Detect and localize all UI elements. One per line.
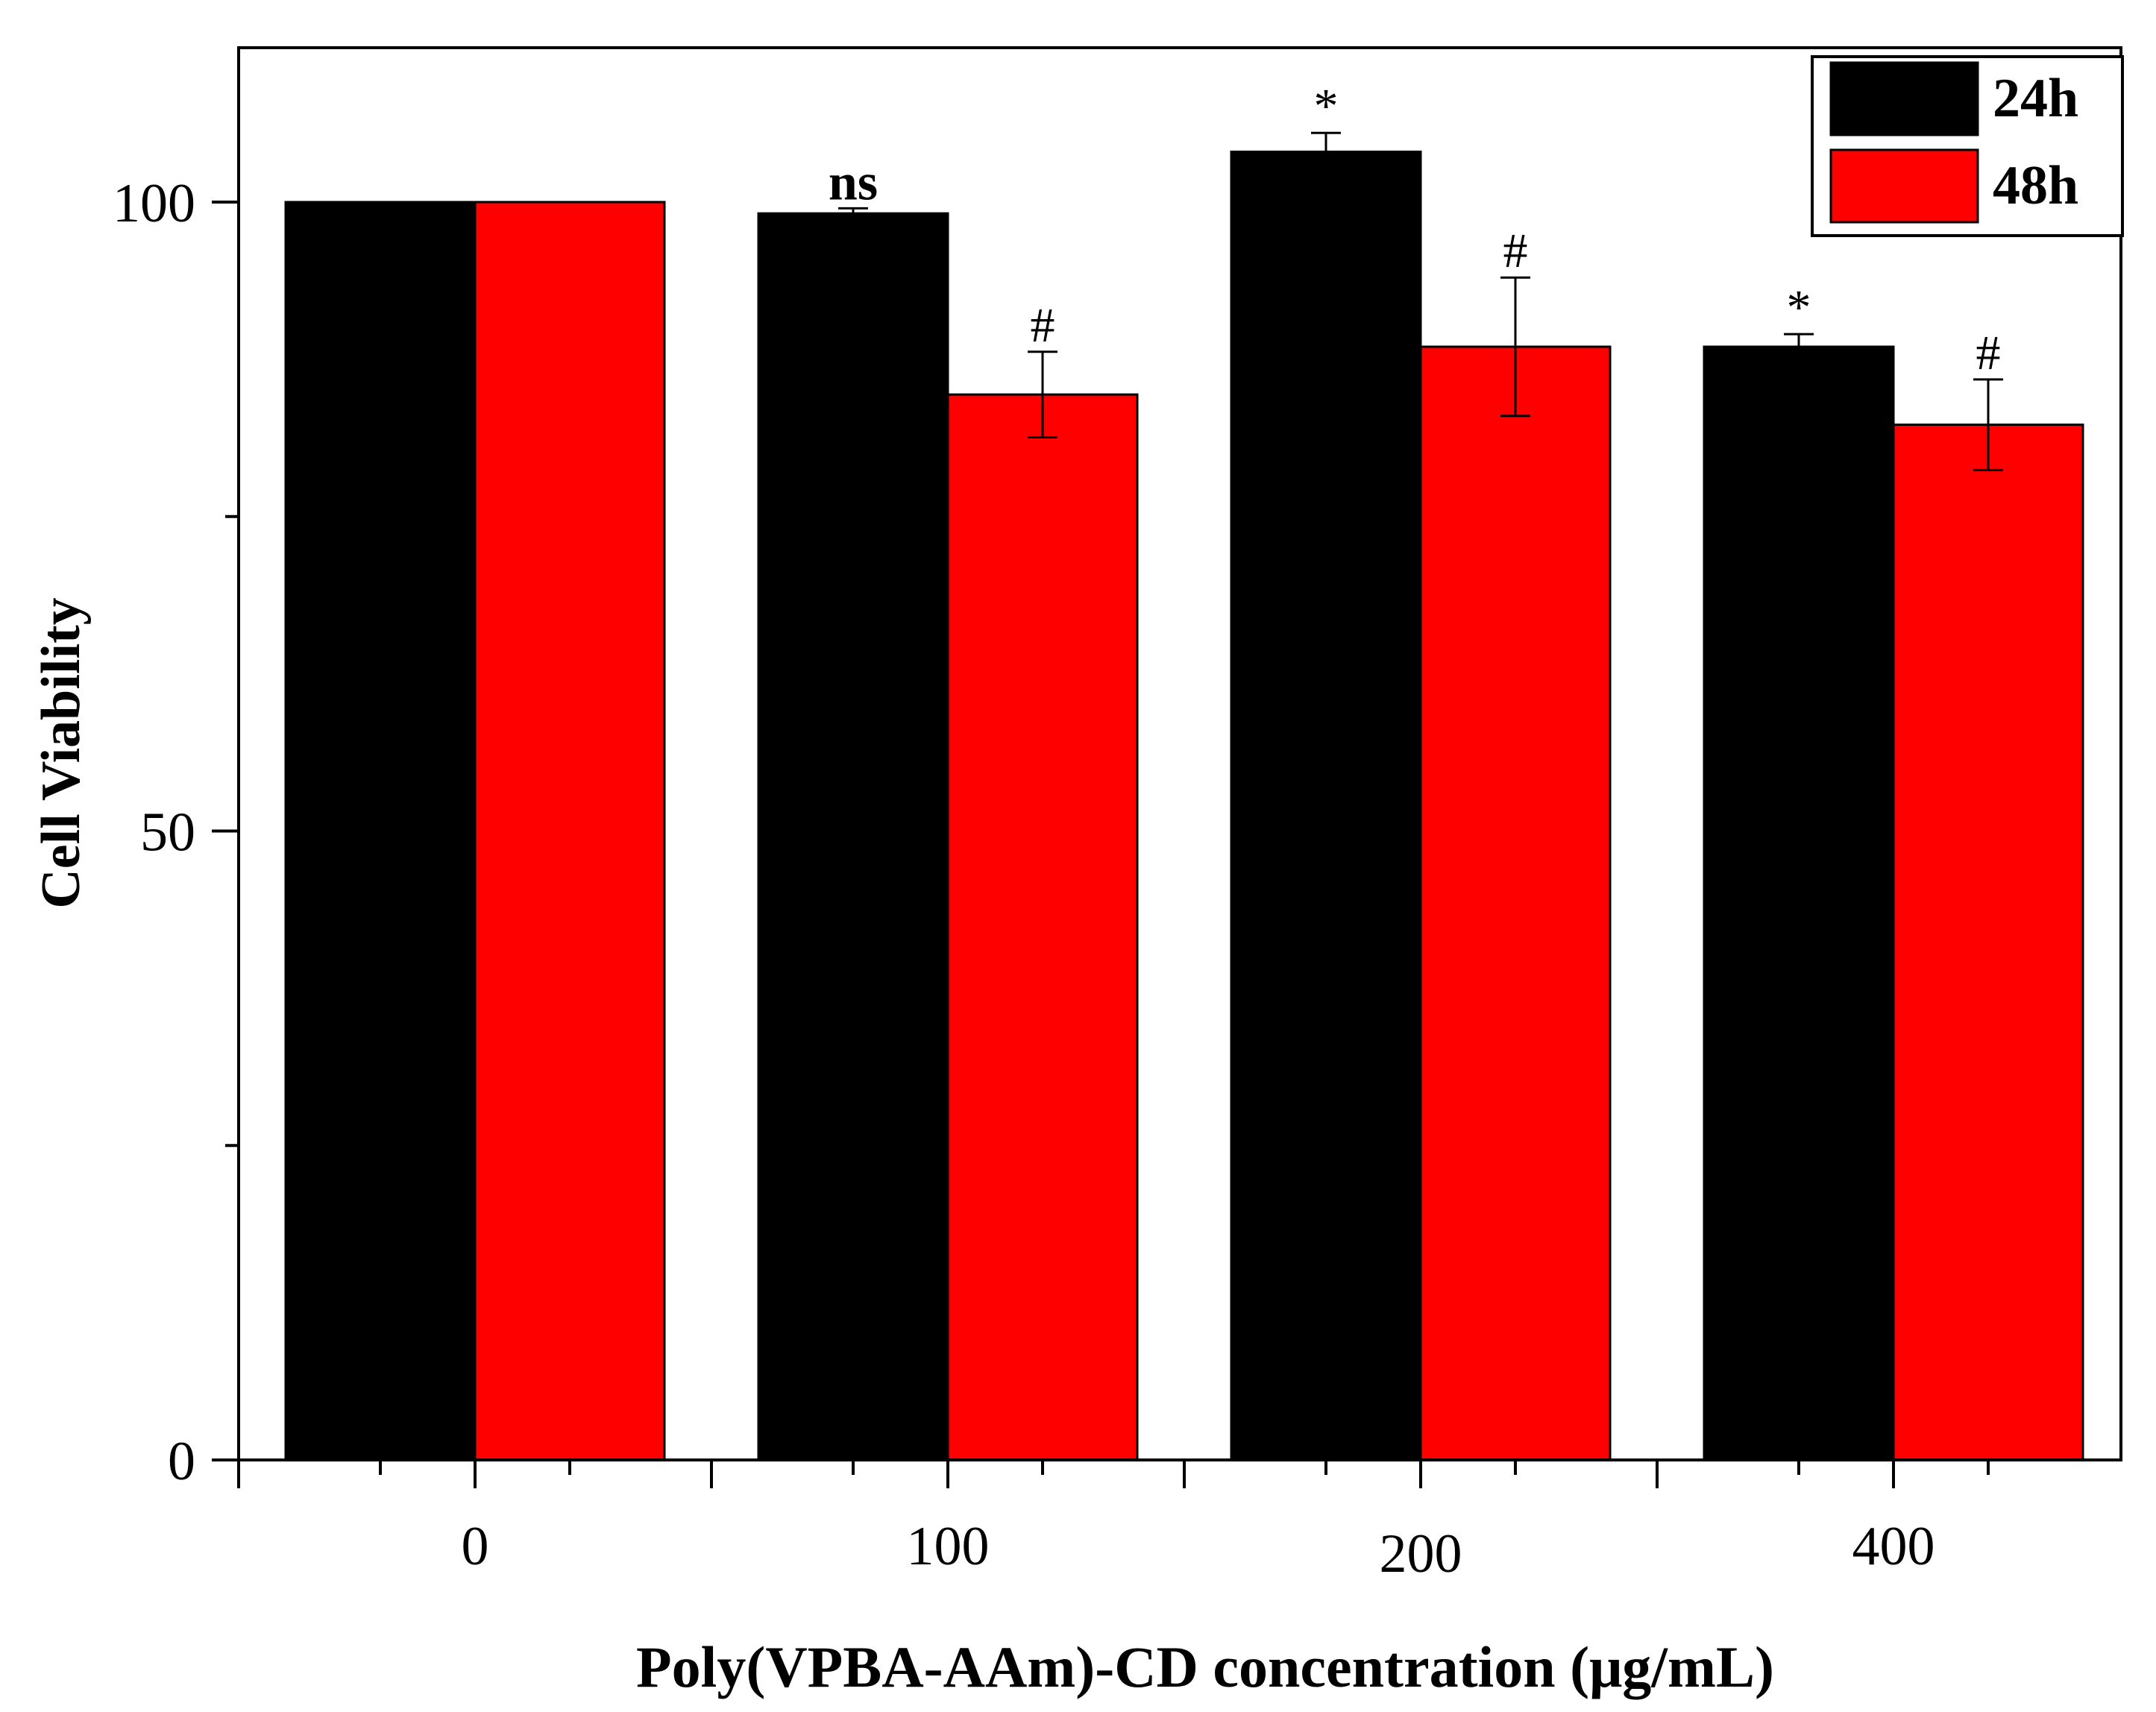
legend-label-48h: 48h xyxy=(1993,155,2078,216)
y-tick-label-100: 100 xyxy=(113,173,195,234)
error-bars-layer xyxy=(838,131,2003,471)
legend-label-24h: 24h xyxy=(1993,68,2078,129)
significance-label-24h-400: * xyxy=(1787,280,1811,335)
bar-24h-200 xyxy=(1230,151,1422,1461)
x-tick-label-0: 0 xyxy=(462,1516,489,1577)
significance-label-48h-400: # xyxy=(1976,326,2001,380)
significance-label-24h-200: * xyxy=(1314,79,1339,133)
x-axis-label: Poly(VPBA-AAm)-CD concentration (μg/mL) xyxy=(636,1634,1774,1699)
bar-24h-100 xyxy=(757,212,949,1461)
y-axis-label: Cell Viability xyxy=(31,597,92,908)
x-tick-label-400: 400 xyxy=(1852,1516,1935,1577)
significance-label-48h-200: # xyxy=(1503,224,1528,278)
significance-label-24h-100: ns xyxy=(829,154,878,211)
bar-24h-400 xyxy=(1703,345,1895,1461)
bar-48h-400 xyxy=(1892,424,2084,1461)
annotations-layer: ns * * # # # xyxy=(829,79,2001,380)
legend-swatch-24h xyxy=(1829,61,1979,136)
bar-24h-0 xyxy=(284,201,477,1461)
bar-48h-0 xyxy=(474,201,666,1461)
significance-label-48h-100: # xyxy=(1031,298,1055,353)
x-tick-label-100: 100 xyxy=(907,1516,990,1577)
bar-48h-200 xyxy=(1419,345,1612,1461)
y-tick-label-50: 50 xyxy=(140,802,195,863)
plot-frame xyxy=(237,46,2122,1461)
axes-layer: 0 50 100 0 100 200 400 xyxy=(113,173,1990,1584)
x-tick-label-200: 200 xyxy=(1380,1523,1462,1584)
bars-layer xyxy=(284,151,2084,1461)
legend-swatch-48h xyxy=(1829,148,1979,224)
y-tick-label-0: 0 xyxy=(168,1431,195,1492)
bar-48h-100 xyxy=(946,393,1139,1461)
